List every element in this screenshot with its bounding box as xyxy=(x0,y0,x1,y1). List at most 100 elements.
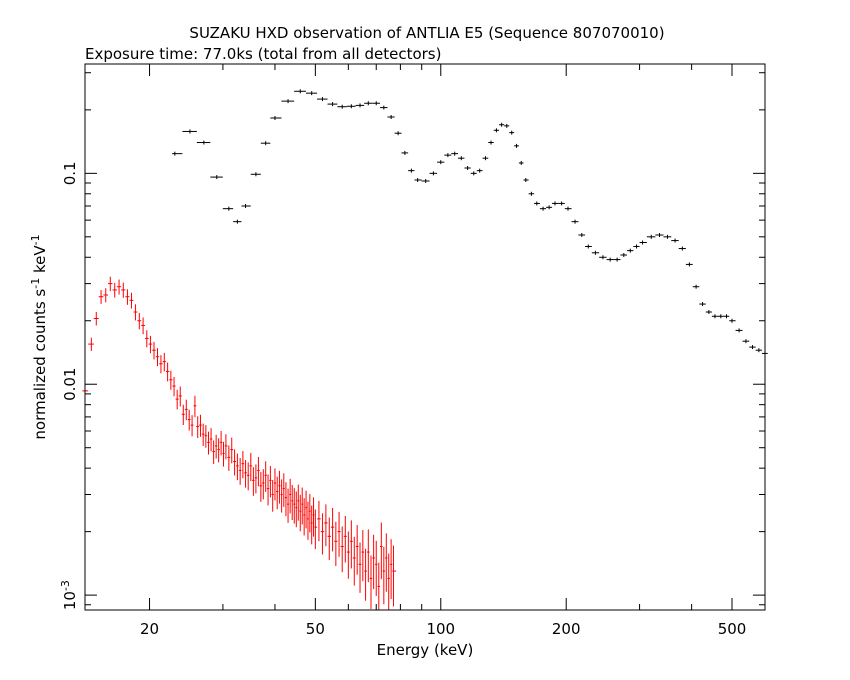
data-point xyxy=(394,131,402,136)
data-point xyxy=(539,206,547,211)
data-point xyxy=(372,101,381,106)
data-point xyxy=(262,469,265,500)
data-point xyxy=(476,168,483,173)
data-point xyxy=(330,508,335,552)
data-point xyxy=(295,491,298,528)
data-point xyxy=(749,345,756,350)
x-axis-title: Energy (keV) xyxy=(377,641,474,659)
data-point xyxy=(266,474,270,506)
data-point xyxy=(184,399,188,421)
y-tick-label-exponent: -3 xyxy=(59,580,72,591)
data-point xyxy=(233,449,236,476)
y-axis-title-part: -1 xyxy=(29,234,42,245)
tick-labels-layer: 20 50 100 200 500 10-3 0.01 0.1 xyxy=(59,161,747,638)
data-point xyxy=(224,434,228,460)
data-point xyxy=(305,490,308,529)
data-point xyxy=(346,104,356,109)
data-point xyxy=(392,545,397,607)
data-point xyxy=(181,404,185,425)
data-point xyxy=(717,314,724,319)
data-point xyxy=(699,302,706,307)
data-point xyxy=(249,452,253,482)
data-point xyxy=(280,479,283,513)
data-point xyxy=(259,472,263,502)
data-point xyxy=(337,511,341,557)
data-point xyxy=(414,177,422,182)
data-point xyxy=(735,328,743,333)
data-point xyxy=(457,156,465,161)
data-point xyxy=(209,428,213,452)
data-point xyxy=(571,219,579,224)
data-point xyxy=(401,150,409,155)
data-point xyxy=(369,555,373,610)
data-point xyxy=(178,386,182,407)
data-point xyxy=(219,430,223,456)
data-point xyxy=(504,123,510,128)
data-point xyxy=(488,140,494,145)
data-point xyxy=(233,219,242,224)
data-point xyxy=(470,171,477,176)
data-point xyxy=(558,201,565,206)
data-point xyxy=(310,505,313,545)
data-point xyxy=(227,445,231,471)
data-point xyxy=(276,476,279,510)
y-tick-label: 0.01 xyxy=(61,368,79,401)
data-point xyxy=(327,517,331,561)
data-point xyxy=(387,115,395,120)
data-point xyxy=(137,312,142,330)
x-tick-label: 100 xyxy=(426,620,455,638)
data-point xyxy=(692,284,700,289)
data-point xyxy=(639,240,647,245)
data-point xyxy=(327,102,338,107)
data-point xyxy=(286,488,290,523)
data-point xyxy=(162,352,166,372)
data-point xyxy=(269,466,272,498)
data-point xyxy=(451,151,458,156)
data-point xyxy=(235,453,239,481)
data-point xyxy=(121,282,126,298)
data-point xyxy=(222,206,234,211)
data-point xyxy=(437,160,445,165)
data-point xyxy=(444,153,452,158)
data-point xyxy=(93,311,99,326)
data-point xyxy=(564,206,572,211)
data-point xyxy=(289,478,292,514)
data-point xyxy=(196,140,211,145)
data-point xyxy=(159,355,163,374)
data-point xyxy=(349,520,353,569)
data-point xyxy=(241,204,251,209)
data-point xyxy=(509,130,515,135)
y-tick-label: 0.1 xyxy=(61,161,79,185)
data-point xyxy=(246,462,250,491)
data-point xyxy=(364,548,367,601)
data-point xyxy=(148,335,153,354)
data-point xyxy=(305,91,318,96)
data-point xyxy=(346,531,350,579)
data-point xyxy=(514,143,519,148)
y-tick-label-base: 0.1 xyxy=(61,161,79,185)
data-point xyxy=(230,437,234,464)
data-point xyxy=(482,156,489,161)
data-point xyxy=(499,122,505,127)
data-point xyxy=(204,425,208,448)
data-point xyxy=(317,500,321,542)
data-point xyxy=(389,539,393,600)
data-point xyxy=(307,501,309,540)
data-point xyxy=(116,279,122,295)
data-point xyxy=(464,166,471,171)
data-point xyxy=(599,255,607,260)
data-point xyxy=(742,339,750,344)
data-point xyxy=(169,370,173,390)
data-point xyxy=(144,330,149,348)
data-point xyxy=(182,129,197,134)
data-point xyxy=(343,515,347,563)
data-point xyxy=(214,434,218,459)
y-axis-title-part: -1 xyxy=(29,278,42,289)
data-point xyxy=(257,456,260,487)
data-point xyxy=(175,389,179,410)
data-point xyxy=(606,257,614,262)
data-point xyxy=(238,458,242,485)
data-point xyxy=(337,104,347,109)
data-point xyxy=(299,494,302,532)
